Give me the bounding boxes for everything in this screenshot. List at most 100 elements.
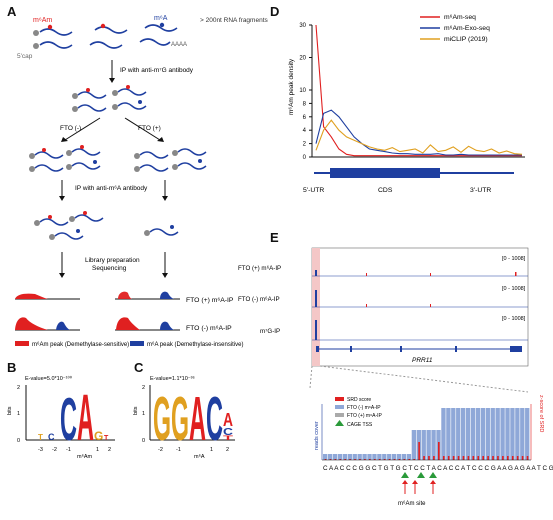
e-ylabel-left: reads cover bbox=[314, 421, 320, 450]
e-coverage-bar bbox=[470, 408, 476, 460]
e-srd-bar bbox=[383, 459, 386, 460]
e-srd-bar bbox=[364, 459, 366, 460]
panel-letter-b: B bbox=[7, 360, 17, 375]
fto-minus-label: FTO (-) bbox=[60, 125, 81, 132]
d-ytick-label: 10 bbox=[299, 88, 306, 94]
e-srd-bar bbox=[507, 456, 509, 460]
b-logo-letter: T bbox=[104, 435, 109, 442]
e-coverage-bar bbox=[461, 408, 466, 460]
c-logo-letter: A bbox=[223, 410, 233, 430]
d-region-cds: CDS bbox=[378, 187, 393, 194]
e-srd-bar bbox=[344, 459, 346, 460]
b-evalue: E-value=5.0*10⁻¹⁰⁰ bbox=[25, 375, 73, 382]
c-logo-letter: C bbox=[223, 427, 233, 438]
d-region-3utr: 3'-UTR bbox=[470, 187, 491, 194]
e-coverage-bar bbox=[396, 454, 402, 460]
e-srd-bar bbox=[349, 459, 351, 460]
d-ytick-label: 30 bbox=[299, 23, 306, 29]
b-xlabel: m⁶Am bbox=[77, 453, 93, 460]
e-srd-bar bbox=[452, 456, 455, 460]
e-srd-bar bbox=[393, 459, 396, 460]
e-srd-bar bbox=[373, 459, 376, 460]
b-xtick: 2 bbox=[108, 447, 111, 453]
fto-plus-group bbox=[134, 148, 207, 172]
e-track-range: [0 - 1008] bbox=[502, 286, 526, 292]
panel-letter-d: D bbox=[270, 4, 280, 19]
e-coverage-bar bbox=[372, 454, 377, 460]
e-coverage-bar bbox=[411, 430, 417, 460]
e-srd-bar bbox=[472, 456, 475, 460]
e-coverage-bar bbox=[323, 454, 328, 460]
track-plus-label: FTO (+) m⁶A-IP bbox=[186, 297, 234, 304]
b-xtick: -3 bbox=[38, 447, 43, 453]
m6am-label: m⁶Am bbox=[33, 17, 52, 24]
d-ytick-label: 2 bbox=[303, 142, 307, 148]
b-logo-letter: C bbox=[48, 432, 55, 442]
c-ytick: 0 bbox=[142, 438, 145, 444]
d-region-5utr: 5'-UTR bbox=[303, 187, 324, 194]
e-srd-bar bbox=[413, 459, 415, 460]
c-xtick: 2 bbox=[226, 447, 229, 453]
b-xtick: -2 bbox=[52, 447, 57, 453]
d-series-line bbox=[315, 24, 522, 157]
cap-label: 5'cap bbox=[17, 53, 33, 60]
c-logo-letter: G bbox=[153, 385, 171, 454]
b-logo-letter: C bbox=[60, 386, 77, 453]
d-ytick-label: 6 bbox=[303, 115, 307, 121]
e-coverage-bar bbox=[337, 454, 343, 460]
d-ytick-label: 0 bbox=[303, 155, 307, 161]
panel-letter-a: A bbox=[7, 4, 17, 19]
e-track-range: [0 - 1008] bbox=[502, 316, 526, 322]
e-legend-label: CAGE TSS bbox=[347, 422, 373, 428]
e-srd-bar bbox=[526, 456, 529, 460]
e-coverage-bar bbox=[451, 408, 456, 460]
d-legend-label: m⁶Am-Exo-seq bbox=[444, 25, 490, 32]
e-coverage-bar bbox=[392, 454, 397, 460]
b-logo-letter: G bbox=[94, 429, 103, 443]
e-coverage-bar bbox=[525, 408, 530, 460]
panel-letter-c: C bbox=[134, 360, 144, 375]
e-coverage-bar bbox=[426, 430, 431, 460]
e-coverage-bar bbox=[362, 454, 367, 460]
e-srd-bar bbox=[329, 459, 332, 460]
fragments-label: > 200nt RNA fragments bbox=[200, 17, 268, 24]
e-track-label: m⁷G-IP bbox=[260, 328, 280, 335]
c-xlabel: m⁶A bbox=[194, 453, 205, 460]
legend-m6a-label: m⁶A peak (Demethylase-insensitive) bbox=[147, 341, 244, 348]
e-srd-bar bbox=[398, 459, 401, 460]
d-ytick-label: 4 bbox=[303, 128, 307, 134]
e-srd-bar bbox=[521, 456, 524, 460]
e-srd-bar bbox=[438, 442, 440, 460]
e-coverage-bar bbox=[421, 430, 426, 460]
e-srd-bar bbox=[492, 456, 494, 460]
ip1-label: IP with anti-m⁷G antibody bbox=[120, 67, 194, 74]
legend-m6am-swatch bbox=[15, 341, 29, 346]
b-ytick: 2 bbox=[17, 385, 20, 391]
legend-m6a-swatch bbox=[130, 341, 144, 346]
e-srd-bar bbox=[408, 459, 411, 460]
e-srd-bar bbox=[462, 456, 465, 460]
e-srd-bar bbox=[339, 459, 342, 460]
b-ylabel: bits bbox=[7, 406, 13, 415]
rna-fragments-top bbox=[33, 22, 178, 49]
panel-letter-e: E bbox=[270, 230, 279, 245]
c-ytick: 1 bbox=[142, 411, 145, 417]
track-minus-label: FTO (-) m⁶A-IP bbox=[186, 325, 232, 332]
d-legend-label: m⁶Am-seq bbox=[444, 14, 476, 21]
e-coverage-bar bbox=[387, 454, 392, 460]
b-logo-letter: T bbox=[38, 433, 43, 442]
e-track-label: FTO (-) m⁶A-IP bbox=[238, 296, 280, 303]
d-legend-label: miCLIP (2019) bbox=[444, 36, 488, 43]
lib-label-2: Sequencing bbox=[92, 265, 127, 272]
c-logo-letter: T bbox=[223, 436, 234, 442]
panel-a: m⁶Am m⁶A 5'cap AAAA > 200nt RNA fragment… bbox=[15, 15, 268, 348]
e-coverage-bar bbox=[377, 454, 382, 460]
e-srd-bar bbox=[428, 456, 430, 460]
e-legend-label: FTO (+) m⁶A-IP bbox=[347, 413, 383, 419]
captured-rna bbox=[72, 85, 147, 112]
e-zoom-line bbox=[309, 365, 313, 389]
e-coverage-bar bbox=[382, 454, 387, 460]
e-srd-bar bbox=[334, 459, 337, 460]
e-coverage-bar bbox=[352, 454, 357, 460]
e-site-label: m⁶Am site bbox=[398, 500, 426, 507]
